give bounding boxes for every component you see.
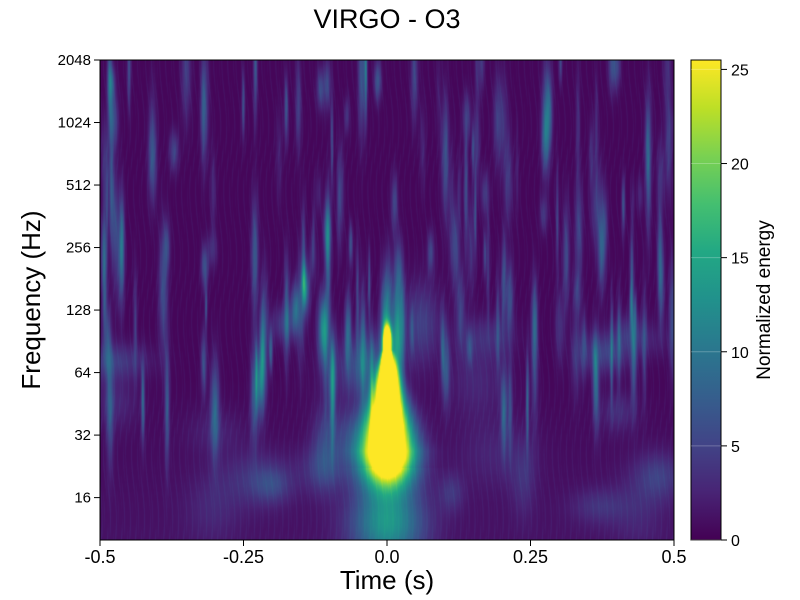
- colorbar-tick-label: 5: [731, 439, 740, 456]
- x-tick-label: 0.5: [661, 547, 686, 567]
- colorbar-tick-label: 0: [731, 533, 740, 550]
- y-tick-label: 1024: [58, 115, 91, 132]
- y-tick-label: 2048: [58, 52, 91, 69]
- colorbar-tick-label: 15: [731, 251, 749, 268]
- colorbar: [690, 59, 722, 541]
- x-axis: -0.5 -0.25 0.0 0.25 0.5: [84, 540, 687, 567]
- plot-area: [100, 60, 674, 540]
- spectrogram-image: [100, 60, 674, 540]
- x-axis-label: Time (s): [340, 565, 434, 595]
- x-tick-label: 0.25: [513, 547, 548, 567]
- y-tick-label: 128: [66, 302, 91, 319]
- y-tick-label: 32: [74, 427, 91, 444]
- chart-title: VIRGO - O3: [313, 4, 460, 34]
- y-axis-label: Frequency (Hz): [16, 210, 46, 389]
- y-tick-label: 256: [66, 240, 91, 257]
- x-tick-label: 0.0: [374, 547, 399, 567]
- y-tick-label: 16: [74, 490, 91, 507]
- y-axis: 16 32 64 128 256 512 1024 2048: [58, 52, 100, 507]
- y-tick-label: 512: [66, 177, 91, 194]
- colorbar-axis: 0 5 10 15 20 25: [691, 62, 749, 550]
- x-tick-label: -0.5: [84, 547, 115, 567]
- x-tick-label: -0.25: [223, 547, 264, 567]
- colorbar-tick-label: 25: [731, 62, 749, 79]
- colorbar-tick-label: 10: [731, 345, 749, 362]
- colorbar-label: Normalized energy: [754, 220, 775, 380]
- y-tick-label: 64: [74, 365, 91, 382]
- colorbar-tick-label: 20: [731, 157, 749, 174]
